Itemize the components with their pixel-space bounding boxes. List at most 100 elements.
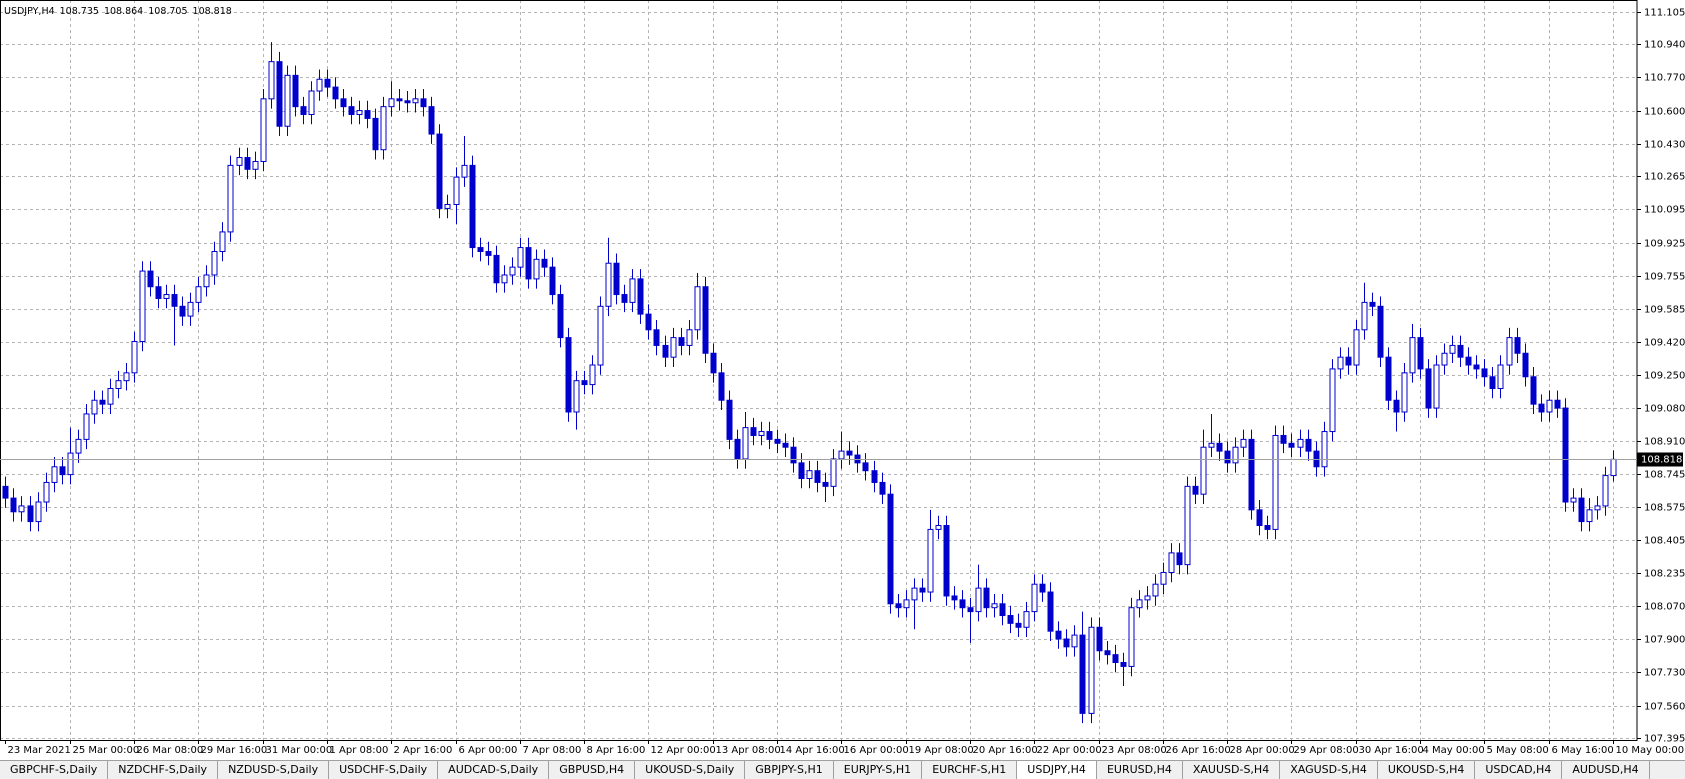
candle-body: [1055, 630, 1062, 640]
candle-body: [935, 524, 942, 530]
candle-body: [1144, 595, 1151, 601]
x-tick-label: 6 Apr 00:00: [459, 745, 518, 756]
candle-body: [991, 603, 998, 609]
symbol: USDJPY,H4: [4, 6, 55, 17]
candle-body: [107, 387, 114, 405]
tab[interactable]: AUDCAD-S,Daily: [438, 761, 550, 779]
candle-body: [750, 427, 757, 436]
x-tick-label: 30 Apr 16:00: [1359, 745, 1424, 756]
x-tick-label: 2 Apr 16:00: [394, 745, 453, 756]
candle-body: [1192, 485, 1199, 495]
x-tick-label: 19 Apr 08:00: [909, 745, 974, 756]
y-tick-label: 110.770: [1644, 73, 1685, 84]
candle-body: [27, 505, 34, 523]
candle-body: [1578, 497, 1585, 523]
candle-body: [1433, 364, 1440, 409]
candle-body: [1039, 583, 1046, 593]
candle-body: [1200, 446, 1207, 495]
candle-body: [806, 470, 813, 480]
candle-body: [179, 305, 186, 317]
tab[interactable]: UKOUSD-S,H4: [1378, 761, 1476, 779]
candle-body: [252, 160, 259, 170]
tab[interactable]: UKOUSD-S,Daily: [635, 761, 746, 779]
tab[interactable]: USDCHF-S,Daily: [329, 761, 439, 779]
candle-body: [1079, 634, 1086, 714]
candle-body: [461, 164, 468, 178]
x-tick-label: 16 Apr 00:00: [844, 745, 909, 756]
tab[interactable]: GBPUSD,H4: [549, 761, 636, 779]
candle-body: [1425, 368, 1432, 409]
y-tick-label: 107.395: [1644, 734, 1685, 745]
candle-body: [91, 399, 98, 415]
candle-body: [565, 337, 572, 413]
y-tick-label: 111.105: [1644, 8, 1685, 19]
candle-body: [115, 380, 122, 389]
tab[interactable]: XAUUSD-S,H4: [1183, 761, 1281, 779]
y-tick-label: 107.730: [1644, 668, 1685, 679]
candle-body: [300, 106, 307, 115]
candle-body: [734, 438, 741, 460]
candle-body: [1104, 650, 1111, 656]
candle-body: [1007, 615, 1014, 624]
candle-body: [1409, 337, 1416, 374]
candle-body: [35, 501, 42, 523]
candle-body: [686, 329, 693, 346]
tab[interactable]: GBPJPY-S,H1: [745, 761, 834, 779]
tab[interactable]: NZDCHF-S,Daily: [108, 761, 219, 779]
x-tick-label: 10 May 00:00: [1616, 745, 1685, 756]
candle-body: [927, 528, 934, 593]
candle-body: [605, 262, 612, 307]
candle-body: [1481, 368, 1488, 378]
candle-body: [710, 352, 717, 374]
y-tick-label: 110.430: [1644, 140, 1685, 151]
tab[interactable]: EURJPY-S,H1: [834, 761, 923, 779]
candle-body: [1538, 403, 1545, 413]
candle-body: [436, 133, 443, 209]
candle-body: [1489, 376, 1496, 389]
tab[interactable]: EURCHF-S,H1: [922, 761, 1018, 779]
candle-body: [509, 266, 516, 276]
candle-body: [1465, 356, 1472, 366]
candle-body: [195, 286, 202, 303]
candle-body: [236, 157, 243, 166]
candle-body: [573, 380, 580, 413]
tab[interactable]: USDCAD,H4: [1475, 761, 1563, 779]
y-tick-label: 108.070: [1644, 602, 1685, 613]
candle-body: [59, 466, 66, 476]
tab[interactable]: USDJPY,H4: [1017, 761, 1097, 779]
candle-body: [541, 258, 548, 268]
tab[interactable]: AUDUSD,H4: [1562, 761, 1650, 779]
candle-body: [951, 595, 958, 601]
candle-body: [380, 106, 387, 151]
candle-body: [420, 98, 427, 108]
candle-body: [1497, 364, 1504, 389]
candle-body: [340, 98, 347, 108]
candle-body: [123, 372, 130, 382]
candle-body: [1256, 509, 1263, 526]
x-tick-label: 12 Apr 00:00: [651, 745, 716, 756]
candle-body: [477, 247, 484, 252]
candle-body: [453, 176, 460, 206]
candle-body: [244, 157, 251, 170]
y-tick-label: 108.575: [1644, 503, 1685, 514]
candle-body: [1136, 599, 1143, 609]
tab[interactable]: GBPCHF-S,Daily: [0, 761, 109, 779]
candle-body: [1586, 509, 1593, 523]
candle-body: [155, 286, 162, 299]
y-tick-label: 108.235: [1644, 569, 1685, 580]
y-tick-label: 109.925: [1644, 239, 1685, 250]
tab[interactable]: EURUSD,H4: [1097, 761, 1183, 779]
candle-body: [895, 603, 902, 609]
candle-body: [1176, 552, 1183, 566]
candle-body: [581, 380, 588, 386]
candle-body: [533, 258, 540, 280]
candle-body: [388, 98, 395, 108]
x-tick-label: 22 Apr 00:00: [1037, 745, 1102, 756]
tab[interactable]: NZDUSD-S,Daily: [218, 761, 330, 779]
plot-frame: [0, 0, 1638, 741]
tab[interactable]: XAGUSD-S,H4: [1280, 761, 1378, 779]
candle-body: [1353, 329, 1360, 366]
candle-body: [1361, 301, 1368, 331]
candle-body: [814, 470, 821, 483]
